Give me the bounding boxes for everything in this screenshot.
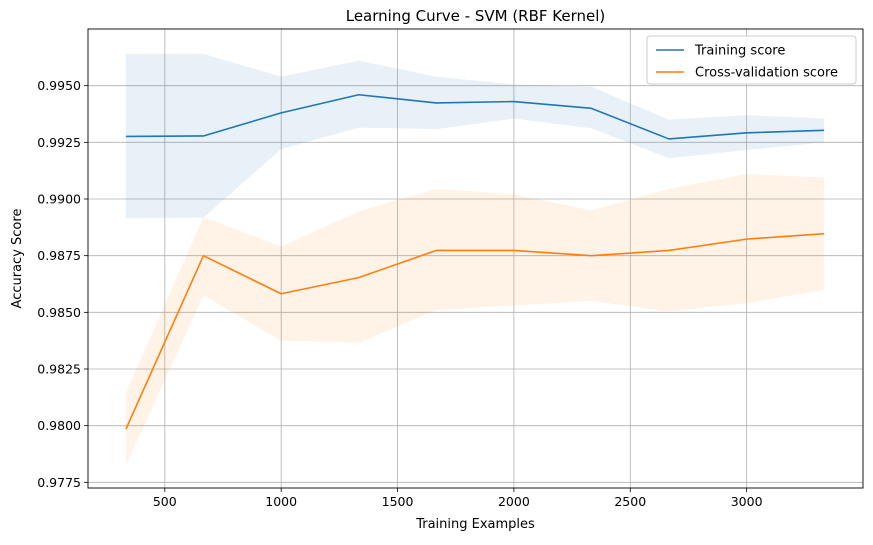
y-axis-title: Accuracy Score [10,209,25,309]
x-tick-label: 500 [153,494,177,509]
x-axis-title: Training Examples [415,517,535,532]
legend: Training score Cross-validation score [646,35,857,85]
x-tick-label: 2500 [614,494,646,509]
plot-frame [87,28,864,489]
y-tick-label: 0.9950 [37,78,81,93]
x-tick-label: 3000 [731,494,763,509]
y-tick-label: 0.9925 [37,135,81,150]
chart-title: Learning Curve - SVM (RBF Kernel) [346,7,606,25]
y-tick-label: 0.9800 [37,418,81,433]
x-tick-label: 1500 [382,494,414,509]
confidence-band-0 [125,53,825,219]
y-tick-label: 0.9775 [37,475,81,490]
legend-box [646,35,857,85]
series-lines [125,93,825,430]
y-tick-label: 0.9900 [37,192,81,207]
axis-ticks: 500 1000 1500 2000 2500 3000 0.9775 0.9800 0.982… [37,78,762,509]
legend-label-cross-validation: Cross-validation score [695,66,838,81]
y-tick-label: 0.9850 [37,305,81,320]
confidence-band-1 [125,174,825,466]
grid [88,29,863,488]
y-tick-label: 0.9825 [37,362,81,377]
y-tick-label: 0.9875 [37,248,81,263]
x-tick-label: 2000 [498,494,530,509]
series-line-0 [125,93,825,140]
confidence-bands [125,53,825,466]
series-line-1 [125,232,825,430]
legend-label-training: Training score [694,44,785,59]
x-tick-label: 1000 [265,494,297,509]
